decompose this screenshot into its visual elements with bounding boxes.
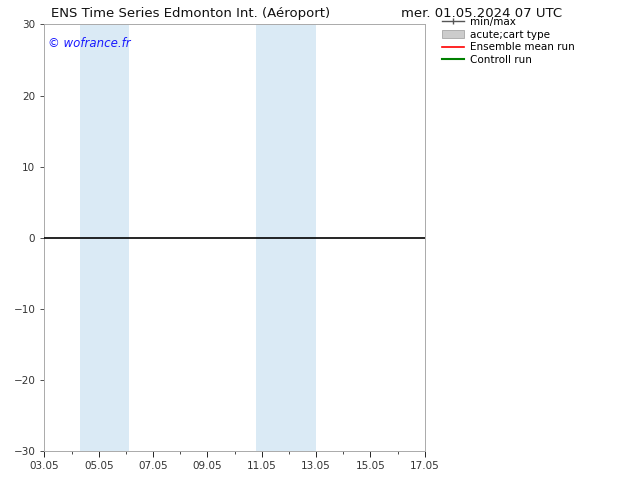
Text: ENS Time Series Edmonton Int. (Aéroport): ENS Time Series Edmonton Int. (Aéroport) bbox=[51, 7, 330, 21]
Text: mer. 01.05.2024 07 UTC: mer. 01.05.2024 07 UTC bbox=[401, 7, 562, 21]
Text: © wofrance.fr: © wofrance.fr bbox=[48, 37, 131, 50]
Bar bbox=[80, 24, 129, 451]
Bar bbox=[256, 24, 316, 451]
Legend: min/max, acute;cart type, Ensemble mean run, Controll run: min/max, acute;cart type, Ensemble mean … bbox=[439, 15, 576, 67]
